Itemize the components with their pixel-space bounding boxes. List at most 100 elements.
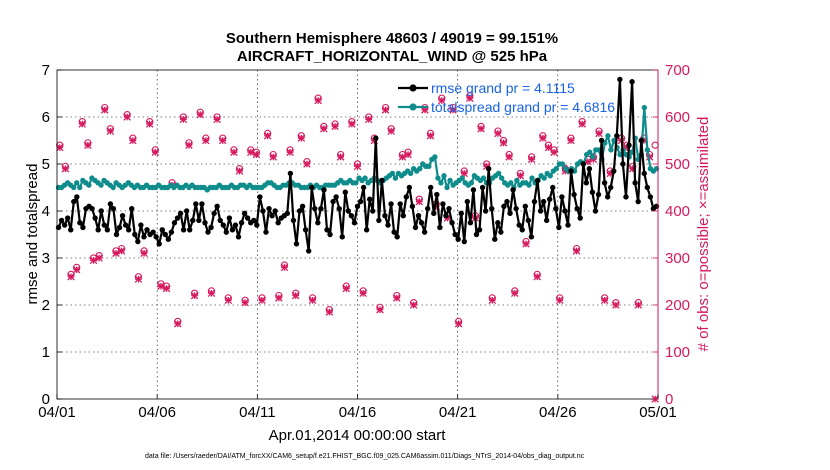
totalspread-point [362,175,368,181]
rmse-point [122,222,129,228]
rmse-point [641,170,647,177]
rmse-point [92,215,98,221]
rmse-point [254,222,260,228]
rmse-point [208,224,214,231]
totalspread-point [587,149,593,155]
footer-data-file: data file: /Users/raeder/DAI/ATM_forcXX/… [145,453,585,460]
y-tick-label-left: 6 [42,109,50,126]
rmse-point [528,234,535,240]
rmse-point [479,184,486,191]
y-tick-label-right: 200 [665,297,690,314]
rmse-point [107,201,114,207]
rmse-point [153,234,159,240]
rmse-point [589,189,596,195]
obs-assimilated-point [297,134,306,142]
legend-rmse-marker [409,84,417,92]
y-tick-label-right: 100 [665,344,690,361]
rmse-point [516,222,522,228]
legend-spread-label: totalspread grand pr = 4.6816 [431,99,615,115]
rmse-point [424,205,431,212]
obs-assimilated-point [61,164,70,173]
obs-assimilated-point [578,120,586,128]
obs-assimilated-point [381,106,390,114]
obs-assimilated-point [162,284,171,293]
y-tick-label-right: 500 [665,156,690,173]
rmse-point [205,229,211,235]
x-tick-label: 04/01 [38,404,76,421]
rmse-point [141,234,147,240]
y-tick-label-left: 0 [42,391,50,408]
totalspread-point [447,177,453,184]
totalspread-point [526,182,532,188]
rmse-point [299,203,306,209]
obs-assimilated-point [129,136,137,145]
totalspread-point [508,180,514,186]
obs-assimilated-point [539,134,547,142]
obs-assimilated-point [376,305,384,314]
rmse-point [348,213,355,219]
obs-assimilated-point [78,120,87,128]
rmse-point [473,231,480,238]
obs-assimilated-point [516,171,525,180]
x-tick-label: 04/16 [339,404,377,421]
totalspread-point [617,151,623,158]
obs-assimilated-point [612,301,620,309]
totalspread-point [541,175,547,181]
rmse-point [324,227,330,233]
obs-assimilated-point [247,148,255,157]
totalspread-series [55,104,660,193]
rmse-point [482,208,489,214]
obs-assimilated-point [207,289,216,298]
rmse-point [577,215,583,221]
rmse-point [104,227,111,233]
rmse-point [138,222,144,228]
totalspread-point [435,175,441,181]
obs-assimilated-point [499,139,508,147]
y-tick-label-left: 7 [42,62,50,79]
totalspread-point [441,173,447,179]
rmse-point [513,205,519,212]
totalspread-point [644,147,651,153]
rmse-point [95,227,101,233]
obs-assimilated-point [117,247,126,255]
rmse-point [400,213,406,219]
rmse-point [397,201,403,207]
obs-assimilated-point [303,160,311,168]
rmse-point [492,236,498,242]
rmse-point [345,208,352,214]
rmse-point [211,210,217,217]
obs-assimilated-point [505,153,513,161]
rmse-point [632,180,638,186]
obs-assimilated-point [179,115,188,124]
rmse-point [583,180,590,186]
y-tick-label-right: 300 [665,250,690,267]
rmse-point [443,213,449,219]
rmse-point [309,184,315,191]
rmse-point [162,231,169,238]
obs-assimilated-point [308,296,317,305]
rmse-point [61,222,68,228]
rmse-point [604,194,611,200]
obs-assimilated-point [572,247,581,255]
rmse-point [598,137,605,144]
rmse-point [113,231,120,238]
obs-assimilated-point [252,150,261,159]
rmse-point [614,133,620,139]
rmse-point [74,194,80,200]
totalspread-point [86,182,92,188]
rmse-point [296,208,303,214]
obs-assimilated-point [84,141,92,149]
rmse-point [327,231,333,238]
obs-assimilated-point [202,136,210,145]
rmse-point [629,79,635,85]
rmse-point [275,220,281,226]
obs-assimilated-point [359,289,367,298]
totalspread-point [77,184,83,191]
obs-assimilated-point [190,291,199,300]
rmse-point [116,224,123,231]
rmse-point [177,210,184,217]
rmse-point [470,187,477,193]
obs-assimilated-point [522,240,530,248]
totalspread-point [468,180,475,186]
totalspread-point [547,173,553,179]
